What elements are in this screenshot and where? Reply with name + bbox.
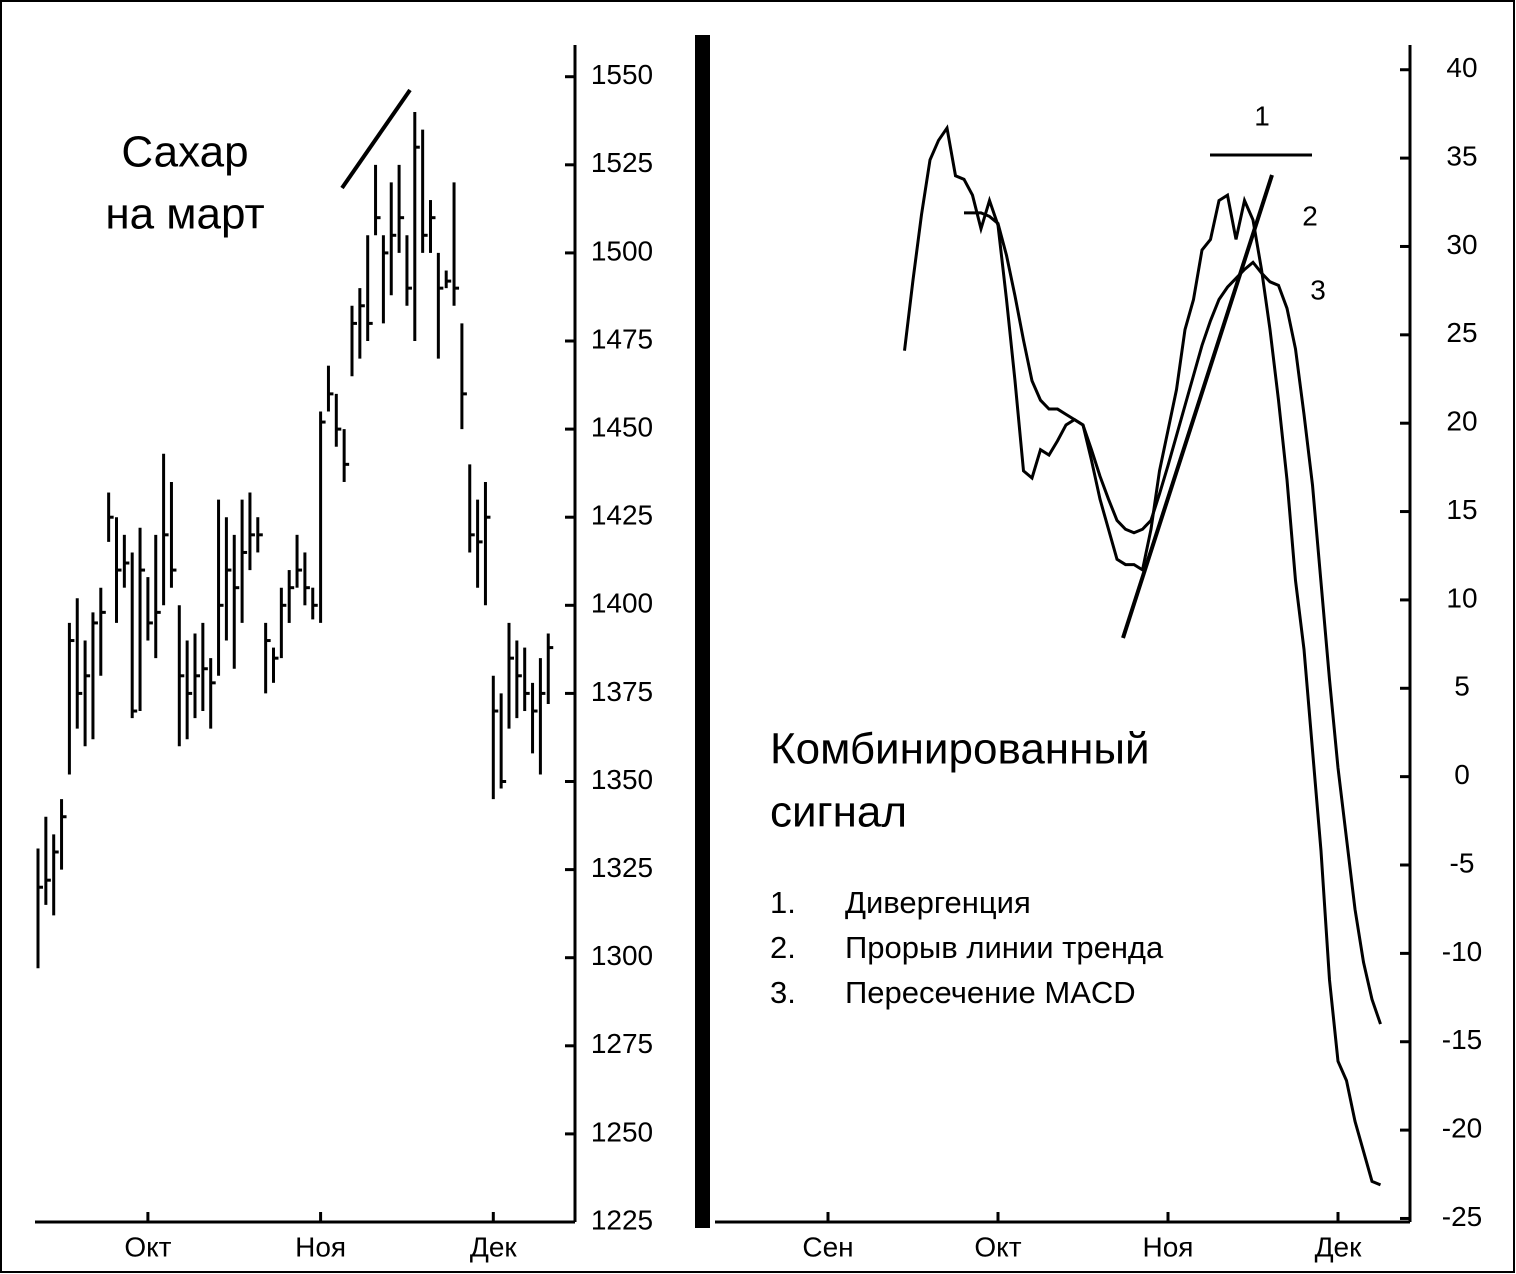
y-tick-label: 30 <box>1446 229 1477 260</box>
chart-title: сигнал <box>770 788 907 837</box>
y-tick-label: 1400 <box>591 588 653 619</box>
y-tick-label: 1325 <box>591 852 653 883</box>
y-tick-label: 20 <box>1446 406 1477 437</box>
chart-title: Комбинированный <box>770 725 1150 774</box>
macd-line <box>903 124 1382 1187</box>
y-tick-label: 1450 <box>591 412 653 443</box>
y-tick-label: -5 <box>1450 847 1475 878</box>
y-tick-label: -25 <box>1442 1201 1482 1232</box>
note-text: Пересечение MACD <box>845 975 1136 1010</box>
y-tick-label: 1350 <box>591 764 653 795</box>
note-text: Дивергенция <box>845 885 1031 920</box>
chart-title: Сахар <box>121 128 248 177</box>
x-tick-label: Дек <box>470 1231 518 1262</box>
y-tick-label: -10 <box>1442 936 1482 967</box>
chart-title: на март <box>105 190 264 239</box>
y-tick-label: 1375 <box>591 676 653 707</box>
note-number: 2. <box>770 930 796 965</box>
trend-line <box>340 88 412 190</box>
x-tick-label: Ноя <box>1143 1231 1194 1262</box>
divider <box>695 35 710 1228</box>
y-tick-label: 0 <box>1454 759 1470 790</box>
y-tick-label: 1425 <box>591 500 653 531</box>
x-tick-label: Ноя <box>295 1231 346 1262</box>
y-tick-label: -15 <box>1442 1024 1482 1055</box>
macd-line <box>964 211 1382 1025</box>
y-tick-label: 1300 <box>591 940 653 971</box>
note-text: Прорыв линии тренда <box>845 930 1164 965</box>
annotation: 1 <box>1254 100 1270 131</box>
y-tick-label: 1275 <box>591 1028 653 1059</box>
y-tick-label: 35 <box>1446 140 1477 171</box>
y-tick-label: 1550 <box>591 59 653 90</box>
annotation: 3 <box>1310 274 1326 305</box>
note-number: 3. <box>770 975 796 1010</box>
trend-line <box>1121 174 1274 639</box>
annotation: 2 <box>1302 200 1318 231</box>
x-tick-label: Сен <box>802 1231 853 1262</box>
y-tick-label: 15 <box>1446 494 1477 525</box>
x-tick-label: Окт <box>974 1231 1021 1262</box>
y-tick-label: 1525 <box>591 147 653 178</box>
y-tick-label: 1475 <box>591 323 653 354</box>
y-tick-label: 1225 <box>591 1204 653 1235</box>
y-tick-label: 1250 <box>591 1116 653 1147</box>
y-tick-label: -20 <box>1442 1112 1482 1143</box>
x-tick-label: Дек <box>1315 1231 1363 1262</box>
note-number: 1. <box>770 885 796 920</box>
y-tick-label: 5 <box>1454 671 1470 702</box>
y-tick-label: 25 <box>1446 317 1477 348</box>
y-tick-label: 10 <box>1446 582 1477 613</box>
y-tick-label: 40 <box>1446 52 1477 83</box>
y-tick-label: 1500 <box>591 235 653 266</box>
x-tick-label: Окт <box>124 1231 171 1262</box>
